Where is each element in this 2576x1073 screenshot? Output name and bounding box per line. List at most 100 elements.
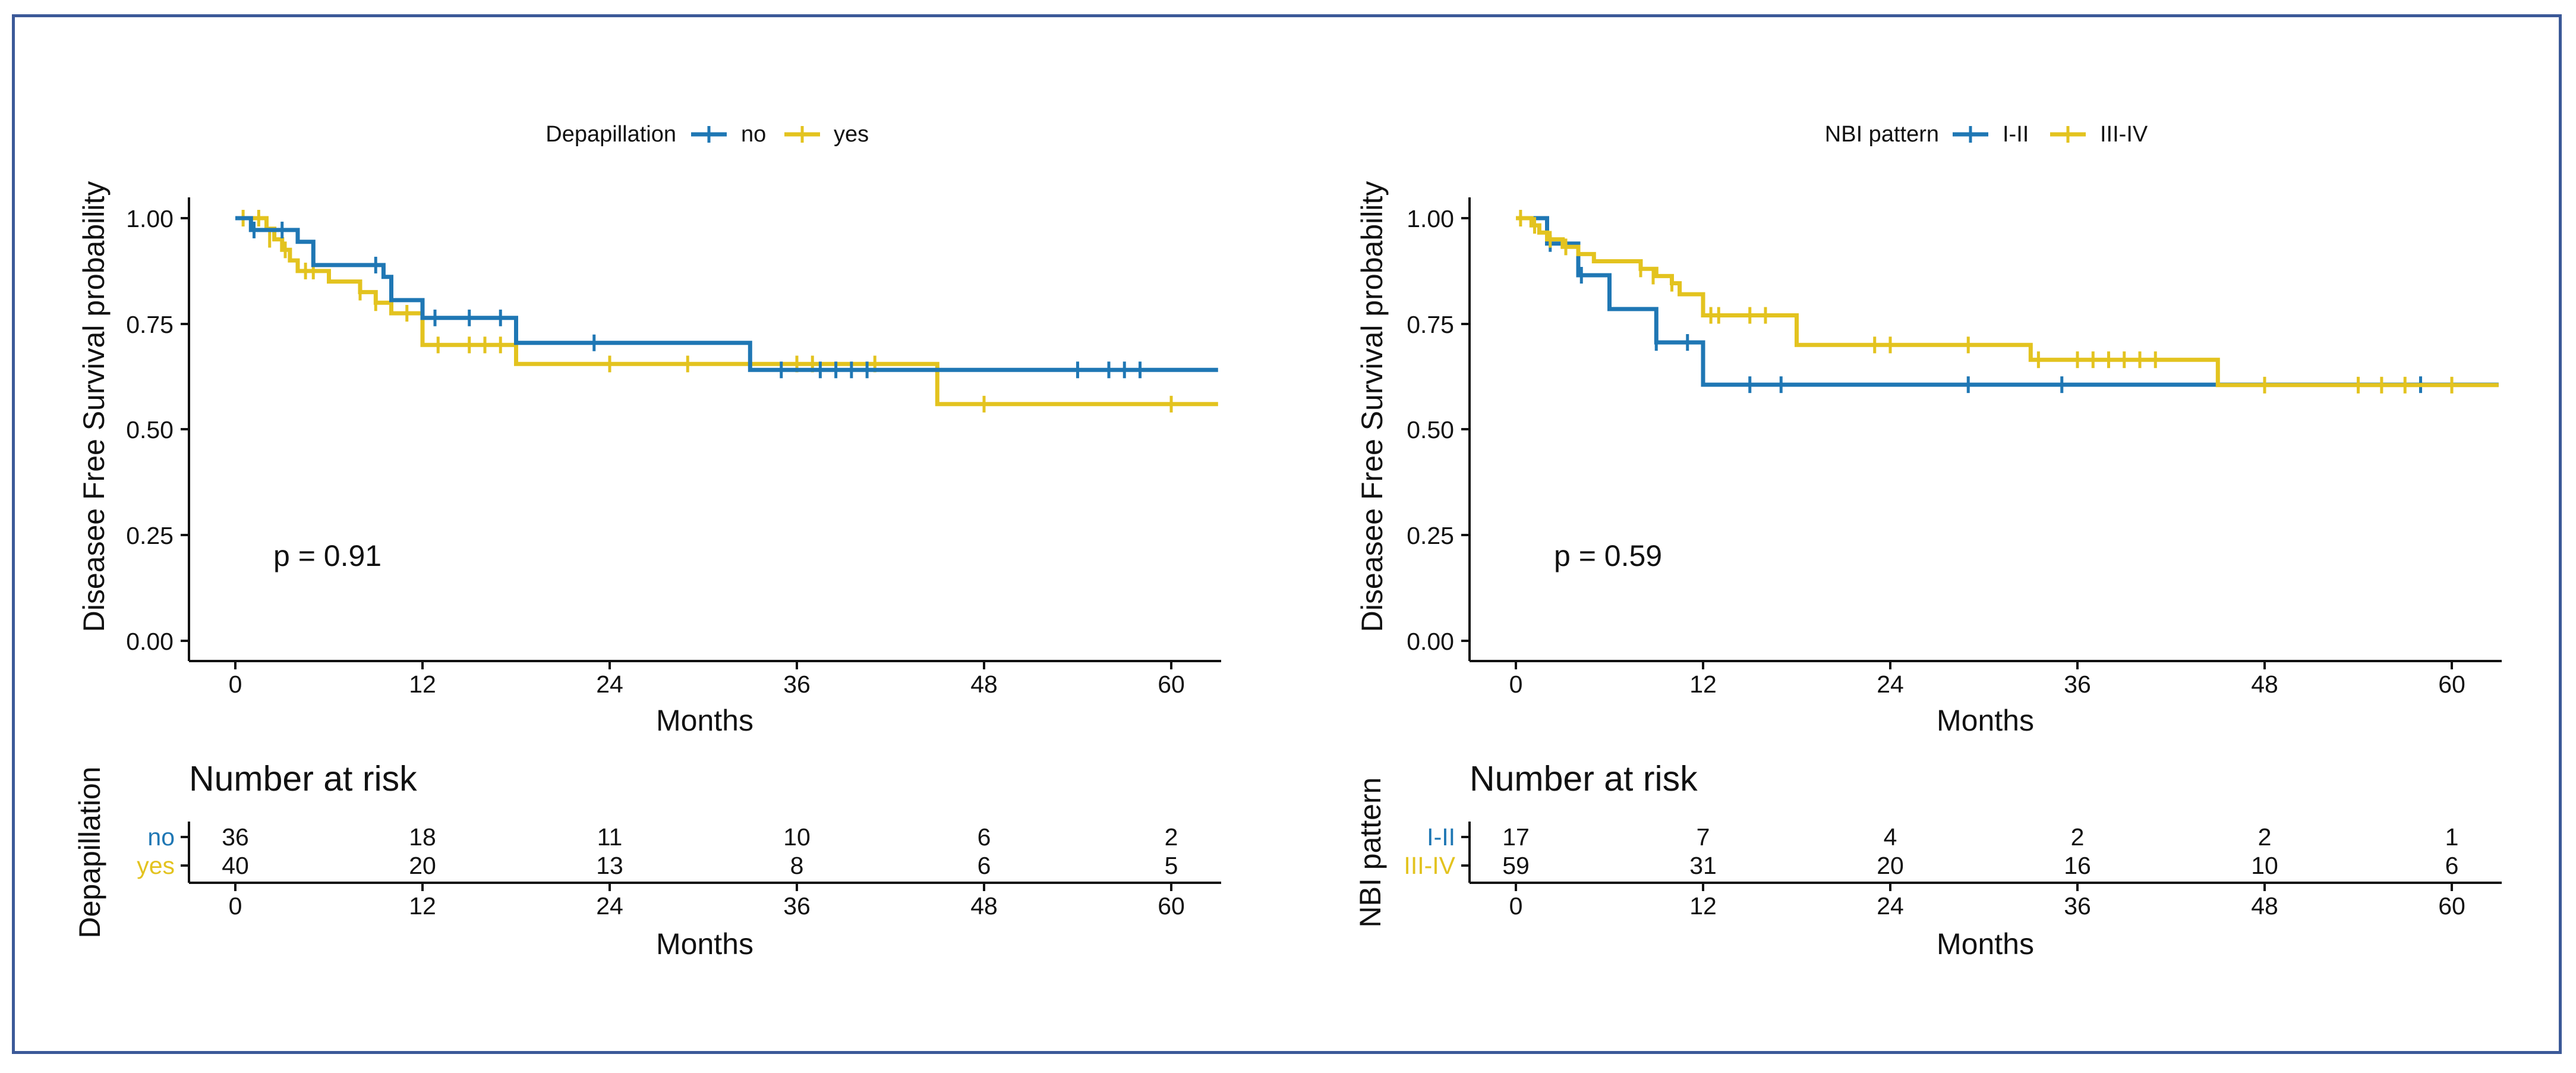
p-value: p = 0.91 bbox=[273, 539, 381, 572]
risk-count: 2 bbox=[2258, 823, 2272, 851]
risk-count: 10 bbox=[2251, 852, 2278, 879]
risk-table: Number at risk Depapillation no yes 36 1… bbox=[73, 759, 1221, 961]
y-tick-label: 0.75 bbox=[126, 311, 174, 338]
y-tick-label: 1.00 bbox=[126, 205, 174, 232]
censor-marks-no bbox=[253, 221, 1142, 379]
risk-row-label-i-ii: I-II bbox=[1427, 823, 1455, 851]
risk-count: 31 bbox=[1689, 852, 1717, 879]
x-ticks: 0 12 24 36 48 60 bbox=[1509, 661, 2465, 698]
legend-key-i-ii: I-II bbox=[1953, 122, 2029, 147]
x-tick-label: 36 bbox=[2064, 671, 2091, 698]
risk-count: 5 bbox=[1165, 852, 1178, 879]
risk-count: 7 bbox=[1697, 823, 1710, 851]
x-tick-label: 48 bbox=[970, 671, 998, 698]
risk-x-tick-label: 36 bbox=[2064, 892, 2091, 920]
censor-marks-iii-iv bbox=[1519, 210, 2454, 394]
risk-x-axis-title: Months bbox=[656, 927, 753, 961]
risk-x-tick-label: 24 bbox=[1877, 892, 1904, 920]
risk-count: 11 bbox=[597, 823, 623, 851]
risk-count: 2 bbox=[1165, 823, 1178, 851]
x-tick-label: 12 bbox=[409, 671, 436, 698]
x-tick-label: 24 bbox=[596, 671, 623, 698]
legend-label-yes: yes bbox=[834, 122, 869, 147]
risk-count: 36 bbox=[222, 823, 249, 851]
x-tick-label: 0 bbox=[1509, 671, 1523, 698]
y-tick-label: 0.25 bbox=[1407, 522, 1454, 549]
figure-frame bbox=[12, 14, 2562, 1054]
risk-count: 4 bbox=[1884, 823, 1897, 851]
risk-count: 18 bbox=[409, 823, 436, 851]
x-tick-label: 60 bbox=[2438, 671, 2465, 698]
km-panel-nbi-pattern: NBI pattern I-II III-IV Diseasee Free Su… bbox=[1354, 122, 2502, 961]
survival-curve-yes bbox=[235, 216, 1218, 407]
legend: Depapillation no yes bbox=[546, 122, 869, 147]
risk-table-y-title: NBI pattern bbox=[1354, 778, 1387, 928]
risk-count: 8 bbox=[790, 852, 804, 879]
risk-count: 6 bbox=[978, 852, 991, 879]
y-ticks: 0.00 0.25 0.50 0.75 1.00 bbox=[126, 205, 189, 655]
x-ticks: 0 12 24 36 48 60 bbox=[229, 661, 1185, 698]
risk-x-tick-label: 60 bbox=[1158, 892, 1185, 920]
risk-x-tick-label: 0 bbox=[1509, 892, 1523, 920]
risk-row-yes: 40 20 13 8 6 5 bbox=[222, 852, 1178, 879]
risk-x-tick-label: 0 bbox=[229, 892, 242, 920]
y-tick-label: 0.00 bbox=[1407, 628, 1454, 655]
y-tick-label: 0.75 bbox=[1407, 311, 1454, 338]
risk-table-title: Number at risk bbox=[189, 759, 417, 798]
survival-curve-i-ii bbox=[1516, 216, 2499, 387]
risk-count: 13 bbox=[596, 852, 623, 879]
y-ticks: 0.00 0.25 0.50 0.75 1.00 bbox=[1407, 205, 1470, 655]
risk-row-label-yes: yes bbox=[137, 852, 175, 879]
risk-x-axis-title: Months bbox=[1937, 927, 2034, 961]
risk-x-tick-label: 48 bbox=[970, 892, 998, 920]
legend-key-no: no bbox=[691, 122, 766, 147]
km-panel-depapillation: Depapillation no yes Diseasee Free Survi… bbox=[73, 122, 1221, 961]
legend: NBI pattern I-II III-IV bbox=[1825, 122, 2148, 147]
legend-key-yes: yes bbox=[784, 122, 869, 147]
risk-row-i-ii: 17 7 4 2 2 1 bbox=[1502, 823, 2458, 851]
risk-x-tick-label: 60 bbox=[2438, 892, 2465, 920]
y-axis-title: Diseasee Free Survival probability bbox=[77, 181, 111, 633]
legend-title: NBI pattern bbox=[1825, 122, 1939, 147]
censor-marks-i-ii bbox=[1549, 235, 2422, 394]
risk-x-tick-label: 24 bbox=[596, 892, 623, 920]
risk-count: 16 bbox=[2064, 852, 2091, 879]
risk-count: 59 bbox=[1502, 852, 1530, 879]
censor-marks-yes bbox=[241, 210, 1173, 413]
risk-x-tick-label: 12 bbox=[1689, 892, 1717, 920]
risk-count: 20 bbox=[409, 852, 436, 879]
legend-key-iii-iv: III-IV bbox=[2050, 122, 2148, 147]
legend-title: Depapillation bbox=[546, 122, 676, 147]
risk-x-tick-label: 36 bbox=[783, 892, 811, 920]
legend-label-no: no bbox=[741, 122, 766, 147]
risk-row-label-no: no bbox=[147, 823, 175, 851]
risk-row-no: 36 18 11 10 6 2 bbox=[222, 823, 1178, 851]
x-tick-label: 36 bbox=[783, 671, 811, 698]
y-tick-label: 0.50 bbox=[126, 416, 174, 443]
risk-x-tick-label: 12 bbox=[409, 892, 436, 920]
risk-count: 6 bbox=[978, 823, 991, 851]
risk-count: 40 bbox=[222, 852, 249, 879]
survival-curve-iii-iv bbox=[1516, 216, 2499, 388]
risk-table-y-title: Depapillation bbox=[73, 766, 106, 938]
risk-count: 6 bbox=[2445, 852, 2459, 879]
legend-label-i-ii: I-II bbox=[2003, 122, 2029, 147]
y-tick-label: 0.50 bbox=[1407, 416, 1454, 443]
risk-table: Number at risk NBI pattern I-II III-IV 1… bbox=[1354, 759, 2502, 961]
risk-row-iii-iv: 59 31 20 16 10 6 bbox=[1502, 852, 2458, 879]
risk-count: 1 bbox=[2445, 823, 2459, 851]
x-axis-title: Months bbox=[1937, 704, 2034, 737]
x-tick-label: 48 bbox=[2251, 671, 2278, 698]
x-tick-label: 12 bbox=[1689, 671, 1717, 698]
risk-count: 2 bbox=[2071, 823, 2085, 851]
risk-row-label-iii-iv: III-IV bbox=[1404, 852, 1455, 879]
y-tick-label: 1.00 bbox=[1407, 205, 1454, 232]
y-axis-title: Diseasee Free Survival probability bbox=[1355, 181, 1389, 633]
survival-curve-no bbox=[235, 216, 1218, 372]
legend-label-iii-iv: III-IV bbox=[2100, 122, 2148, 147]
risk-count: 20 bbox=[1877, 852, 1904, 879]
x-tick-label: 60 bbox=[1158, 671, 1185, 698]
y-tick-label: 0.00 bbox=[126, 628, 174, 655]
risk-count: 17 bbox=[1502, 823, 1530, 851]
